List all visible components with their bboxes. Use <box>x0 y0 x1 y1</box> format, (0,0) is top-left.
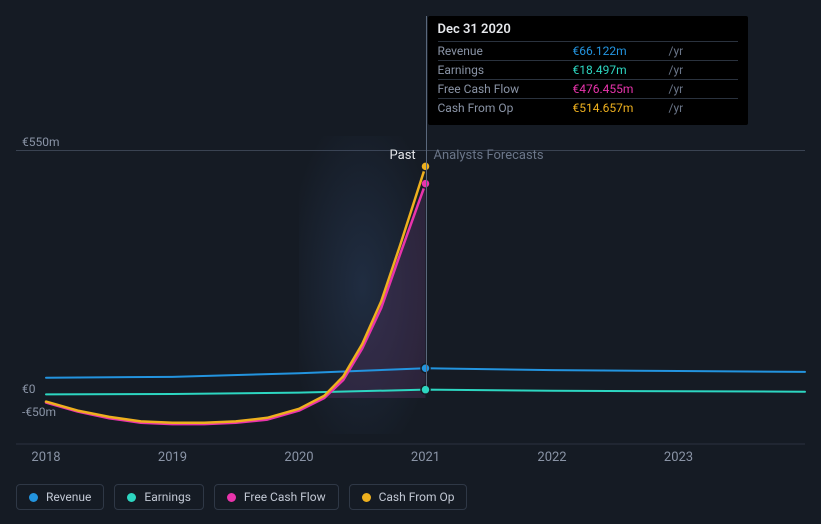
tooltip-row: Cash From Op€514.657m/yr <box>438 99 738 118</box>
x-tick-label: 2019 <box>158 450 187 465</box>
chart-legend: Revenue Earnings Free Cash Flow Cash From O… <box>16 484 467 510</box>
y-tick-label: €550m <box>22 135 60 149</box>
legend-dot-icon <box>29 493 38 502</box>
x-tick-label: 2022 <box>537 450 566 465</box>
tooltip-unit: /yr <box>669 80 738 99</box>
x-tick-label: 2021 <box>411 450 440 465</box>
tooltip-value: €476.455m <box>573 80 669 99</box>
forecast-label: Analysts Forecasts <box>434 148 544 163</box>
x-tick-label: 2023 <box>664 450 693 465</box>
tooltip-key: Earnings <box>438 61 573 80</box>
tooltip-value: €18.497m <box>573 61 669 80</box>
past-label: Past <box>390 148 416 163</box>
tooltip-unit: /yr <box>669 99 738 118</box>
legend-item-revenue[interactable]: Revenue <box>16 484 104 510</box>
x-tick-label: 2018 <box>31 450 60 465</box>
tooltip-unit: /yr <box>669 61 738 80</box>
tooltip-table: Revenue€66.122m/yrEarnings€18.497m/yrFre… <box>438 41 738 117</box>
tooltip-value: €66.122m <box>573 42 669 61</box>
legend-label: Free Cash Flow <box>244 490 326 504</box>
legend-label: Revenue <box>46 490 91 504</box>
tooltip-unit: /yr <box>669 42 738 61</box>
legend-item-cfo[interactable]: Cash From Op <box>349 484 468 510</box>
tooltip-row: Free Cash Flow€476.455m/yr <box>438 80 738 99</box>
legend-item-fcf[interactable]: Free Cash Flow <box>214 484 339 510</box>
legend-label: Cash From Op <box>379 490 455 504</box>
tooltip-value: €514.657m <box>573 99 669 118</box>
tooltip-key: Cash From Op <box>438 99 573 118</box>
legend-dot-icon <box>227 493 236 502</box>
legend-item-earnings[interactable]: Earnings <box>114 484 204 510</box>
legend-dot-icon <box>127 493 136 502</box>
tooltip-key: Free Cash Flow <box>438 80 573 99</box>
legend-dot-icon <box>362 493 371 502</box>
tooltip-row: Revenue€66.122m/yr <box>438 42 738 61</box>
legend-label: Earnings <box>144 490 191 504</box>
y-tick-label: -€50m <box>22 405 56 419</box>
x-tick-label: 2020 <box>284 450 313 465</box>
tooltip-row: Earnings€18.497m/yr <box>438 61 738 80</box>
tooltip-title: Dec 31 2020 <box>438 22 738 41</box>
tooltip-key: Revenue <box>438 42 573 61</box>
past-forecast-divider <box>426 16 427 386</box>
marker-earnings <box>421 385 430 394</box>
chart-tooltip: Dec 31 2020 Revenue€66.122m/yrEarnings€1… <box>428 16 748 125</box>
y-tick-label: €0 <box>22 382 36 396</box>
